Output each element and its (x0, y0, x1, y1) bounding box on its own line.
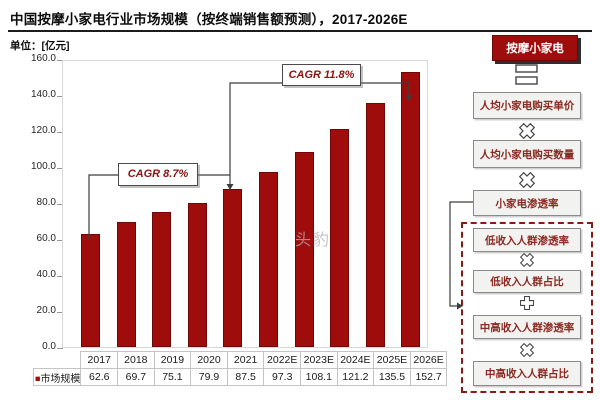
y-tick-mark (57, 276, 63, 277)
year-cell: 2026E (409, 351, 448, 369)
page-title: 中国按摩小家电行业市场规模（按终端销售额预测），2017-2026E (10, 12, 408, 27)
multiply-icon (520, 343, 534, 357)
y-tick-label: 0.0 (42, 341, 56, 352)
y-tick-label: 20.0 (36, 305, 56, 316)
flow-box-mid-high-income-penetration: 中高收入人群渗透率 (473, 315, 581, 339)
value-cell: 152.7 (409, 368, 448, 386)
year-cell: 2018 (117, 351, 155, 369)
legend-marker-icon: ■ (35, 373, 41, 383)
legend-cell: ■市场规模 (32, 368, 82, 386)
y-tick-label: 140.0 (30, 89, 56, 100)
year-cell: 2017 (80, 351, 119, 369)
year-cell: 2025E (373, 351, 411, 369)
y-tick-label: 80.0 (36, 197, 56, 208)
value-cell: 75.1 (153, 368, 192, 386)
flow-box-low-income-share: 低收入人群占比 (473, 270, 581, 293)
year-cell: 2022E (263, 351, 301, 369)
equals-icon (515, 64, 538, 85)
unit-label: 单位：[亿元] (10, 38, 70, 53)
cagr-annotation-1: CAGR 8.7% (118, 163, 198, 186)
value-cell: 121.2 (336, 368, 375, 386)
y-tick-label: 40.0 (36, 269, 56, 280)
plus-icon (520, 296, 534, 310)
year-cell: 2020 (190, 351, 228, 369)
y-tick-label: 160.0 (30, 53, 56, 64)
cagr-annotation-2: CAGR 11.8% (282, 64, 361, 86)
value-cell: 108.1 (300, 368, 338, 386)
bar-2023E (294, 152, 314, 347)
year-cell: 2021 (226, 351, 265, 369)
bar-2022E (259, 172, 278, 347)
flow-box-purchase-qty: 人均小家电购买数量 (473, 140, 581, 168)
table-corner (34, 352, 81, 369)
y-tick-mark (57, 132, 63, 133)
y-tick-mark (57, 168, 63, 169)
flow-box-penetration: 小家电渗透率 (473, 190, 581, 216)
bar-2025E (365, 103, 385, 347)
bar-2021 (223, 189, 243, 347)
year-cell: 2024E (336, 351, 375, 369)
legend-series-name: 市场规模 (40, 373, 81, 385)
unit-prefix: 单位： (10, 40, 42, 52)
multiply-icon (519, 172, 535, 188)
y-tick-label: 120.0 (30, 125, 56, 136)
multiply-icon (519, 123, 535, 139)
unit-value: [亿元] (41, 40, 70, 52)
value-cell: 69.7 (117, 368, 155, 386)
y-tick-label: 100.0 (30, 161, 56, 172)
bar-2017 (81, 234, 100, 347)
value-cell: 87.5 (226, 368, 265, 386)
y-tick-mark (57, 312, 63, 313)
bar-2026E (401, 72, 421, 347)
value-cell: 62.6 (80, 368, 119, 386)
bar-2024E (330, 129, 350, 347)
title-divider (8, 30, 592, 32)
y-tick-mark (57, 96, 63, 97)
y-tick-mark (57, 348, 63, 349)
y-tick-mark (57, 60, 63, 61)
plot-area (62, 60, 428, 348)
year-cell: 2019 (153, 351, 192, 369)
penetration-breakdown-box (461, 222, 593, 393)
y-tick-label: 60.0 (36, 233, 56, 244)
value-cell: 97.3 (263, 368, 301, 386)
year-cell: 2023E (300, 351, 338, 369)
flow-root-box: 按摩小家电 (492, 35, 578, 61)
bar-2020 (187, 203, 207, 347)
bar-2018 (116, 222, 136, 347)
multiply-icon (520, 253, 534, 267)
value-cell: 135.5 (373, 368, 411, 386)
flow-box-low-income-penetration: 低收入人群渗透率 (473, 228, 581, 252)
bar-2019 (152, 212, 172, 347)
data-table: 2017 2018 2019 2020 2021 2022E 2023E 2024E 2025E… (32, 351, 448, 386)
y-tick-mark (57, 240, 63, 241)
watermark: 头豹 (295, 232, 332, 249)
y-tick-mark (57, 204, 63, 205)
value-cell: 79.9 (190, 368, 228, 386)
flow-box-mid-high-income-share: 中高收入人群占比 (473, 361, 581, 386)
flow-box-unit-price: 人均小家电购买单价 (473, 92, 581, 119)
